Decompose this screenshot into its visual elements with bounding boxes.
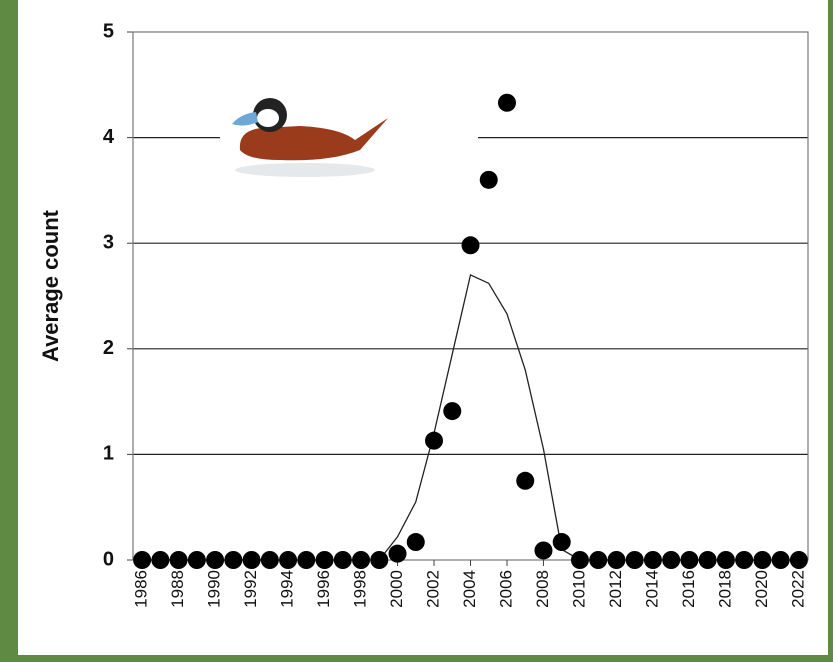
data-point	[206, 551, 225, 569]
data-point	[643, 551, 662, 569]
y-tick-label: 4	[103, 126, 115, 148]
data-point	[516, 471, 535, 490]
data-point	[771, 551, 790, 569]
data-point	[662, 551, 681, 569]
data-point	[698, 551, 717, 569]
data-point	[169, 551, 188, 569]
data-point	[789, 551, 808, 569]
x-tick-label: 2018	[715, 570, 734, 608]
data-point	[352, 551, 371, 569]
x-tick-label: 2010	[569, 570, 588, 608]
data-point	[607, 551, 626, 569]
y-tick-label: 3	[103, 231, 114, 253]
y-tick-label: 5	[103, 20, 114, 42]
x-tick-label: 2002	[423, 570, 442, 608]
y-axis-label: Average count	[38, 209, 63, 362]
data-point	[479, 170, 498, 189]
data-point	[461, 236, 480, 255]
data-point	[133, 551, 152, 569]
data-point	[224, 551, 243, 569]
x-tick-label: 1990	[205, 570, 224, 608]
data-point	[279, 551, 298, 569]
data-point	[716, 551, 735, 569]
duck-illustration	[220, 85, 478, 190]
data-point	[443, 402, 462, 421]
data-point	[625, 551, 644, 569]
data-point	[151, 551, 170, 569]
x-tick-label: 1998	[351, 570, 370, 608]
data-point	[260, 551, 279, 569]
data-point	[333, 551, 352, 569]
x-tick-label: 1988	[168, 570, 187, 608]
x-tick-label: 2008	[533, 570, 552, 608]
x-tick-label: 1994	[278, 570, 297, 608]
duck-cheek	[257, 109, 279, 127]
data-point	[589, 551, 608, 569]
data-point	[570, 551, 589, 569]
x-tick-label: 2022	[788, 570, 807, 608]
data-point	[187, 551, 206, 569]
data-point	[406, 533, 425, 552]
data-point	[552, 533, 571, 552]
x-tick-label: 1996	[314, 570, 333, 608]
data-point	[388, 544, 407, 563]
data-point	[680, 551, 699, 569]
x-tick-label: 2006	[496, 570, 515, 608]
x-tick-label: 2020	[752, 570, 771, 608]
data-point	[534, 541, 553, 560]
data-point	[370, 551, 389, 569]
duck-bill	[232, 112, 258, 126]
x-tick-label: 2014	[642, 570, 661, 608]
data-point	[753, 551, 772, 569]
y-tick-label: 1	[103, 443, 114, 465]
x-tick-label: 2016	[679, 570, 698, 608]
x-tick-label: 1992	[241, 570, 260, 608]
data-point	[315, 551, 334, 569]
x-tick-label: 2000	[387, 570, 406, 608]
duck-reflection	[235, 163, 375, 177]
data-point	[425, 431, 444, 450]
y-tick-label: 0	[103, 548, 114, 570]
x-tick-label: 1986	[132, 570, 151, 608]
data-point	[297, 551, 316, 569]
x-tick-label: 2012	[606, 570, 625, 608]
x-tick-label: 2004	[460, 570, 479, 608]
data-point	[497, 93, 516, 112]
y-tick-label: 2	[103, 337, 114, 359]
data-point	[735, 551, 754, 569]
data-point	[242, 551, 261, 569]
